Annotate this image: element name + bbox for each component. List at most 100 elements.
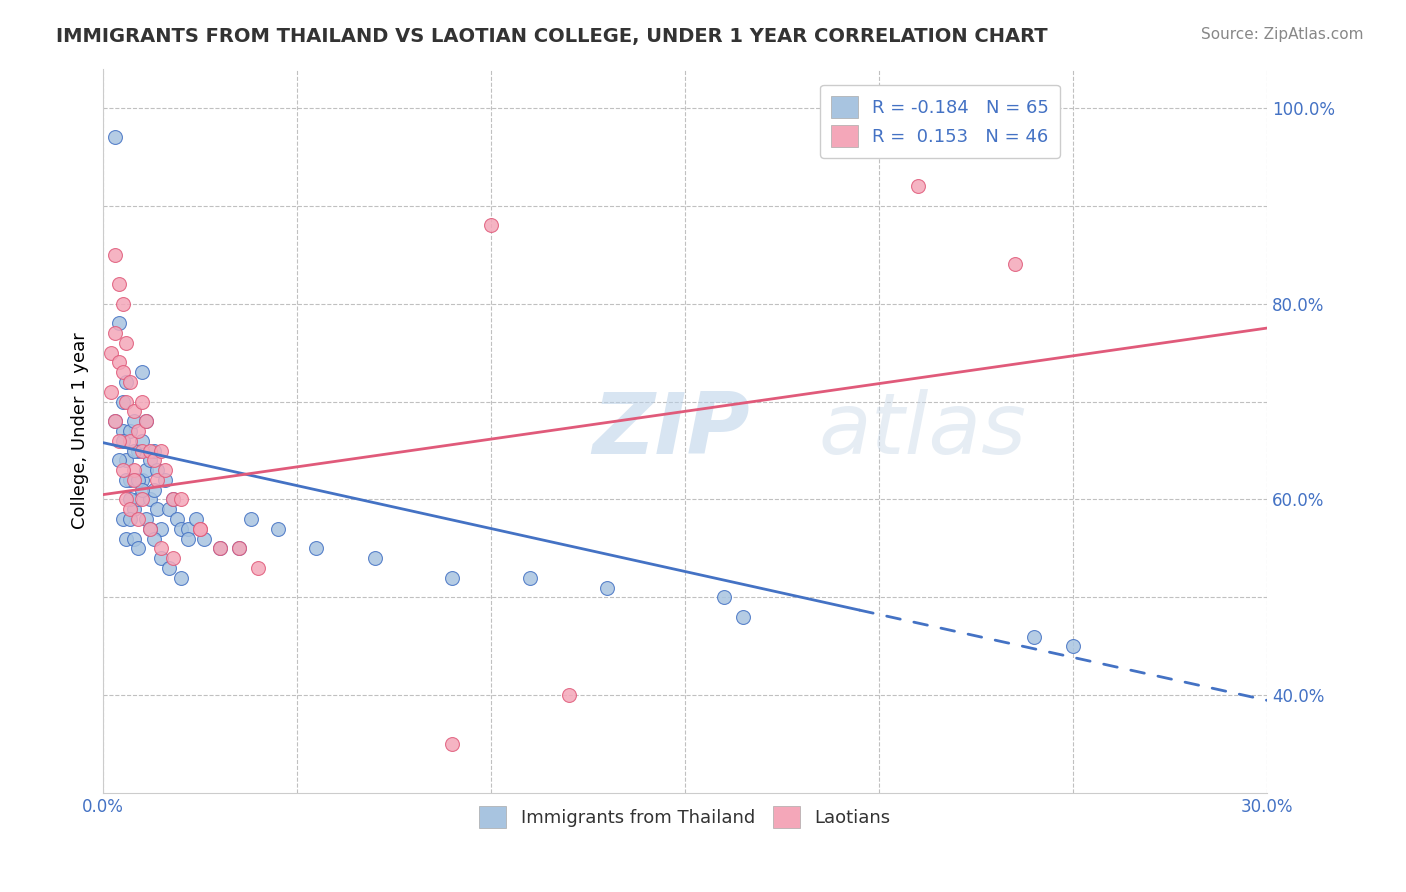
Point	[127, 512, 149, 526]
Point	[267, 522, 290, 536]
Point	[138, 453, 160, 467]
Point	[120, 424, 142, 438]
Point	[557, 689, 579, 703]
Point	[170, 522, 193, 536]
Legend: Immigrants from Thailand, Laotians: Immigrants from Thailand, Laotians	[472, 798, 898, 835]
Point	[1024, 630, 1046, 644]
Point	[733, 610, 755, 624]
Point	[157, 502, 180, 516]
Point	[135, 414, 157, 428]
Point	[228, 541, 250, 556]
Point	[177, 532, 200, 546]
Point	[115, 492, 138, 507]
Point	[122, 404, 145, 418]
Point	[153, 463, 176, 477]
Point	[146, 463, 169, 477]
Point	[138, 522, 160, 536]
Point	[111, 424, 134, 438]
Point	[127, 492, 149, 507]
Point	[104, 247, 127, 261]
Point	[519, 571, 541, 585]
Point	[150, 541, 173, 556]
Point	[193, 532, 215, 546]
Point	[120, 502, 142, 516]
Point	[239, 512, 262, 526]
Point	[127, 541, 149, 556]
Point	[131, 365, 153, 379]
Text: atlas: atlas	[818, 390, 1026, 473]
Point	[441, 571, 464, 585]
Text: ZIP: ZIP	[592, 390, 749, 473]
Point	[127, 424, 149, 438]
Text: IMMIGRANTS FROM THAILAND VS LAOTIAN COLLEGE, UNDER 1 YEAR CORRELATION CHART: IMMIGRANTS FROM THAILAND VS LAOTIAN COLL…	[56, 27, 1047, 45]
Point	[122, 532, 145, 546]
Point	[166, 512, 188, 526]
Point	[104, 414, 127, 428]
Point	[157, 561, 180, 575]
Point	[131, 394, 153, 409]
Point	[127, 473, 149, 487]
Point	[115, 453, 138, 467]
Point	[162, 492, 184, 507]
Point	[111, 296, 134, 310]
Point	[115, 394, 138, 409]
Point	[111, 512, 134, 526]
Point	[135, 414, 157, 428]
Point	[188, 522, 211, 536]
Point	[107, 355, 129, 369]
Point	[111, 434, 134, 448]
Point	[111, 394, 134, 409]
Point	[305, 541, 328, 556]
Point	[441, 738, 464, 752]
Point	[146, 502, 169, 516]
Point	[122, 463, 145, 477]
Point	[713, 591, 735, 605]
Point	[131, 443, 153, 458]
Point	[146, 473, 169, 487]
Point	[107, 277, 129, 291]
Point	[115, 473, 138, 487]
Text: Source: ZipAtlas.com: Source: ZipAtlas.com	[1201, 27, 1364, 42]
Point	[162, 551, 184, 566]
Point	[122, 443, 145, 458]
Point	[479, 219, 502, 233]
Point	[120, 512, 142, 526]
Point	[170, 571, 193, 585]
Point	[170, 492, 193, 507]
Point	[120, 473, 142, 487]
Point	[100, 384, 122, 399]
Point	[138, 443, 160, 458]
Point	[228, 541, 250, 556]
Point	[115, 335, 138, 350]
Point	[115, 375, 138, 389]
Point	[120, 375, 142, 389]
Point	[135, 463, 157, 477]
Point	[596, 581, 619, 595]
Point	[247, 561, 270, 575]
Point	[188, 522, 211, 536]
Point	[142, 532, 165, 546]
Y-axis label: College, Under 1 year: College, Under 1 year	[72, 333, 89, 529]
Point	[186, 512, 208, 526]
Point	[150, 443, 173, 458]
Point	[107, 434, 129, 448]
Point	[131, 492, 153, 507]
Point	[208, 541, 231, 556]
Point	[153, 473, 176, 487]
Point	[363, 551, 385, 566]
Point	[1062, 640, 1084, 654]
Point	[120, 434, 142, 448]
Point	[138, 492, 160, 507]
Point	[135, 512, 157, 526]
Point	[120, 492, 142, 507]
Point	[131, 473, 153, 487]
Point	[150, 551, 173, 566]
Point	[111, 365, 134, 379]
Point	[107, 453, 129, 467]
Point	[208, 541, 231, 556]
Point	[122, 473, 145, 487]
Point	[131, 434, 153, 448]
Point	[1004, 257, 1026, 271]
Point	[142, 443, 165, 458]
Point	[142, 483, 165, 497]
